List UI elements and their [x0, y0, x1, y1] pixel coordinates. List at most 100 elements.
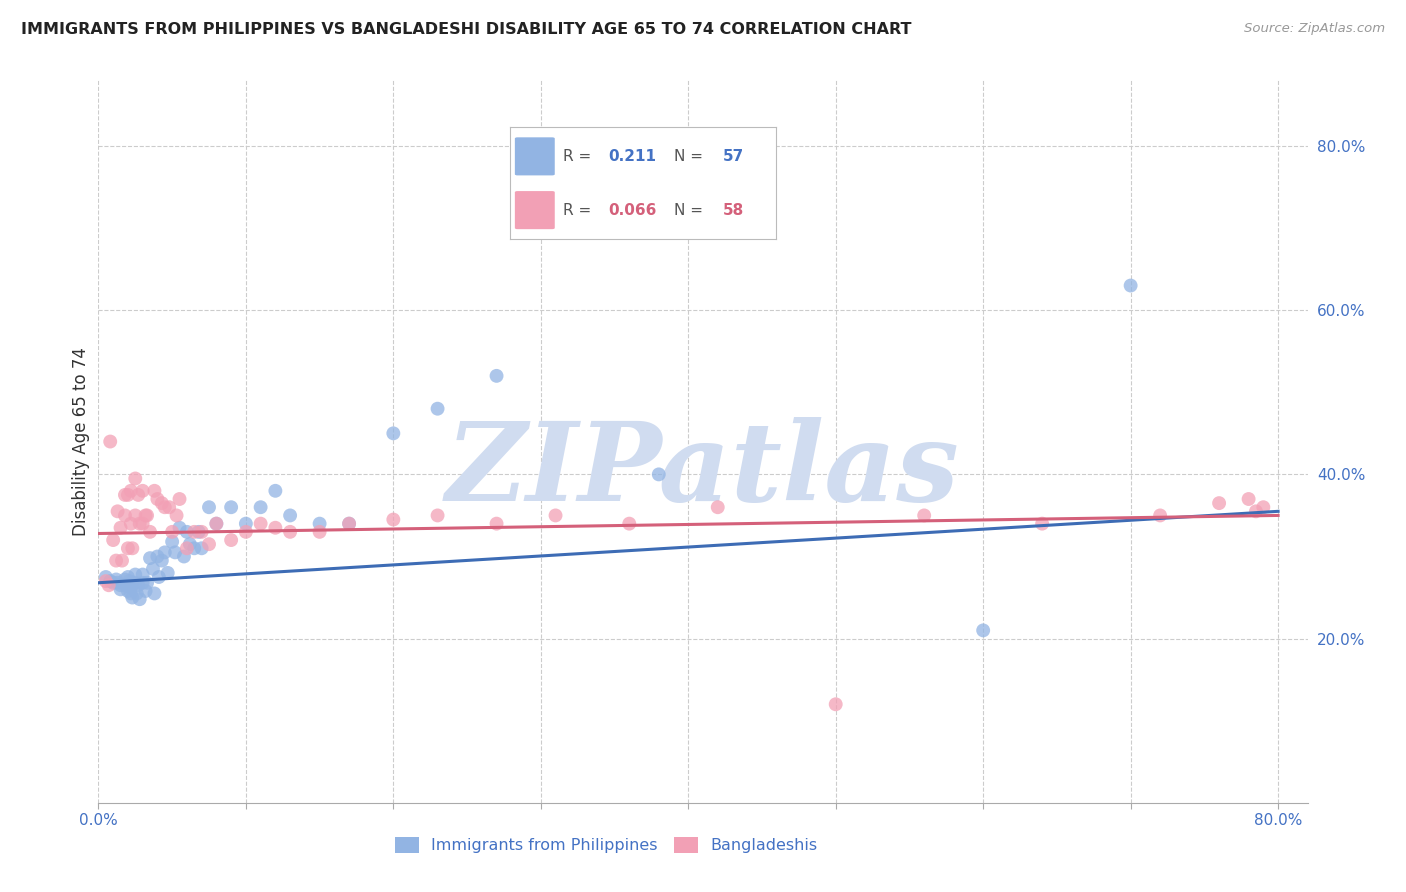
Point: [128, 592, 150, 607]
Point: [824, 698, 846, 712]
Point: [1253, 500, 1275, 515]
Point: [190, 541, 212, 556]
Legend: Immigrants from Philippines, Bangladeshis: Immigrants from Philippines, Bangladeshi…: [388, 830, 824, 860]
Point: [121, 575, 143, 590]
Point: [98, 574, 121, 588]
Point: [249, 500, 271, 515]
Point: [166, 508, 188, 523]
Point: [308, 524, 330, 539]
Point: [101, 575, 124, 590]
Point: [1031, 516, 1053, 531]
Point: [110, 582, 132, 597]
Point: [110, 578, 132, 592]
Point: [190, 524, 212, 539]
Point: [156, 566, 179, 580]
Point: [176, 524, 198, 539]
Point: [485, 516, 508, 531]
Point: [912, 508, 935, 523]
Point: [114, 508, 136, 523]
Point: [121, 541, 143, 556]
Point: [249, 516, 271, 531]
Point: [426, 401, 449, 416]
Point: [97, 578, 120, 592]
Point: [131, 575, 153, 590]
Point: [94, 574, 117, 588]
Point: [114, 573, 136, 587]
Point: [139, 551, 162, 566]
Point: [150, 553, 173, 567]
Point: [131, 483, 153, 498]
Point: [111, 553, 134, 567]
Point: [485, 368, 508, 383]
Point: [235, 516, 257, 531]
Point: [110, 521, 132, 535]
Point: [160, 534, 183, 549]
Point: [117, 541, 139, 556]
Point: [136, 508, 159, 523]
Point: [107, 575, 129, 590]
Point: [1237, 491, 1260, 506]
Point: [127, 488, 149, 502]
Point: [135, 508, 157, 523]
Point: [124, 471, 146, 485]
Point: [117, 570, 139, 584]
Point: [198, 537, 221, 551]
Point: [124, 508, 146, 523]
Point: [1149, 508, 1171, 523]
Point: [648, 467, 671, 482]
Point: [117, 584, 139, 599]
Point: [169, 521, 191, 535]
Point: [183, 524, 205, 539]
Point: [1119, 278, 1142, 293]
Point: [198, 500, 221, 515]
Point: [127, 578, 149, 592]
Point: [107, 504, 129, 518]
Point: [120, 581, 142, 595]
Point: [278, 508, 301, 523]
Point: [128, 516, 150, 531]
Point: [382, 512, 405, 526]
Point: [135, 584, 157, 599]
Point: [337, 516, 360, 531]
Point: [114, 578, 136, 592]
Point: [176, 541, 198, 556]
Point: [131, 567, 153, 582]
Point: [150, 496, 173, 510]
Y-axis label: Disability Age 65 to 74: Disability Age 65 to 74: [72, 347, 90, 536]
Point: [121, 591, 143, 605]
Point: [219, 500, 242, 515]
Point: [117, 488, 139, 502]
Point: [114, 488, 136, 502]
Point: [94, 570, 117, 584]
Point: [146, 491, 169, 506]
Point: [105, 553, 128, 567]
Point: [173, 549, 195, 564]
Point: [165, 545, 187, 559]
Point: [143, 586, 166, 600]
Point: [187, 524, 209, 539]
Text: ZIPatlas: ZIPatlas: [446, 417, 960, 524]
Point: [136, 575, 159, 590]
Point: [619, 516, 641, 531]
Point: [146, 549, 169, 564]
Point: [143, 483, 166, 498]
Point: [120, 483, 142, 498]
Point: [124, 567, 146, 582]
Point: [131, 516, 153, 531]
Point: [120, 516, 142, 531]
Point: [118, 574, 141, 588]
Point: [101, 533, 124, 547]
Point: [153, 500, 176, 515]
Point: [205, 516, 228, 531]
Point: [157, 500, 180, 515]
Point: [219, 533, 242, 547]
Point: [105, 573, 128, 587]
Point: [308, 516, 330, 531]
Point: [153, 545, 176, 559]
Point: [179, 537, 201, 551]
Point: [98, 434, 121, 449]
Point: [125, 586, 148, 600]
Point: [120, 586, 142, 600]
Point: [278, 524, 301, 539]
Point: [139, 524, 162, 539]
